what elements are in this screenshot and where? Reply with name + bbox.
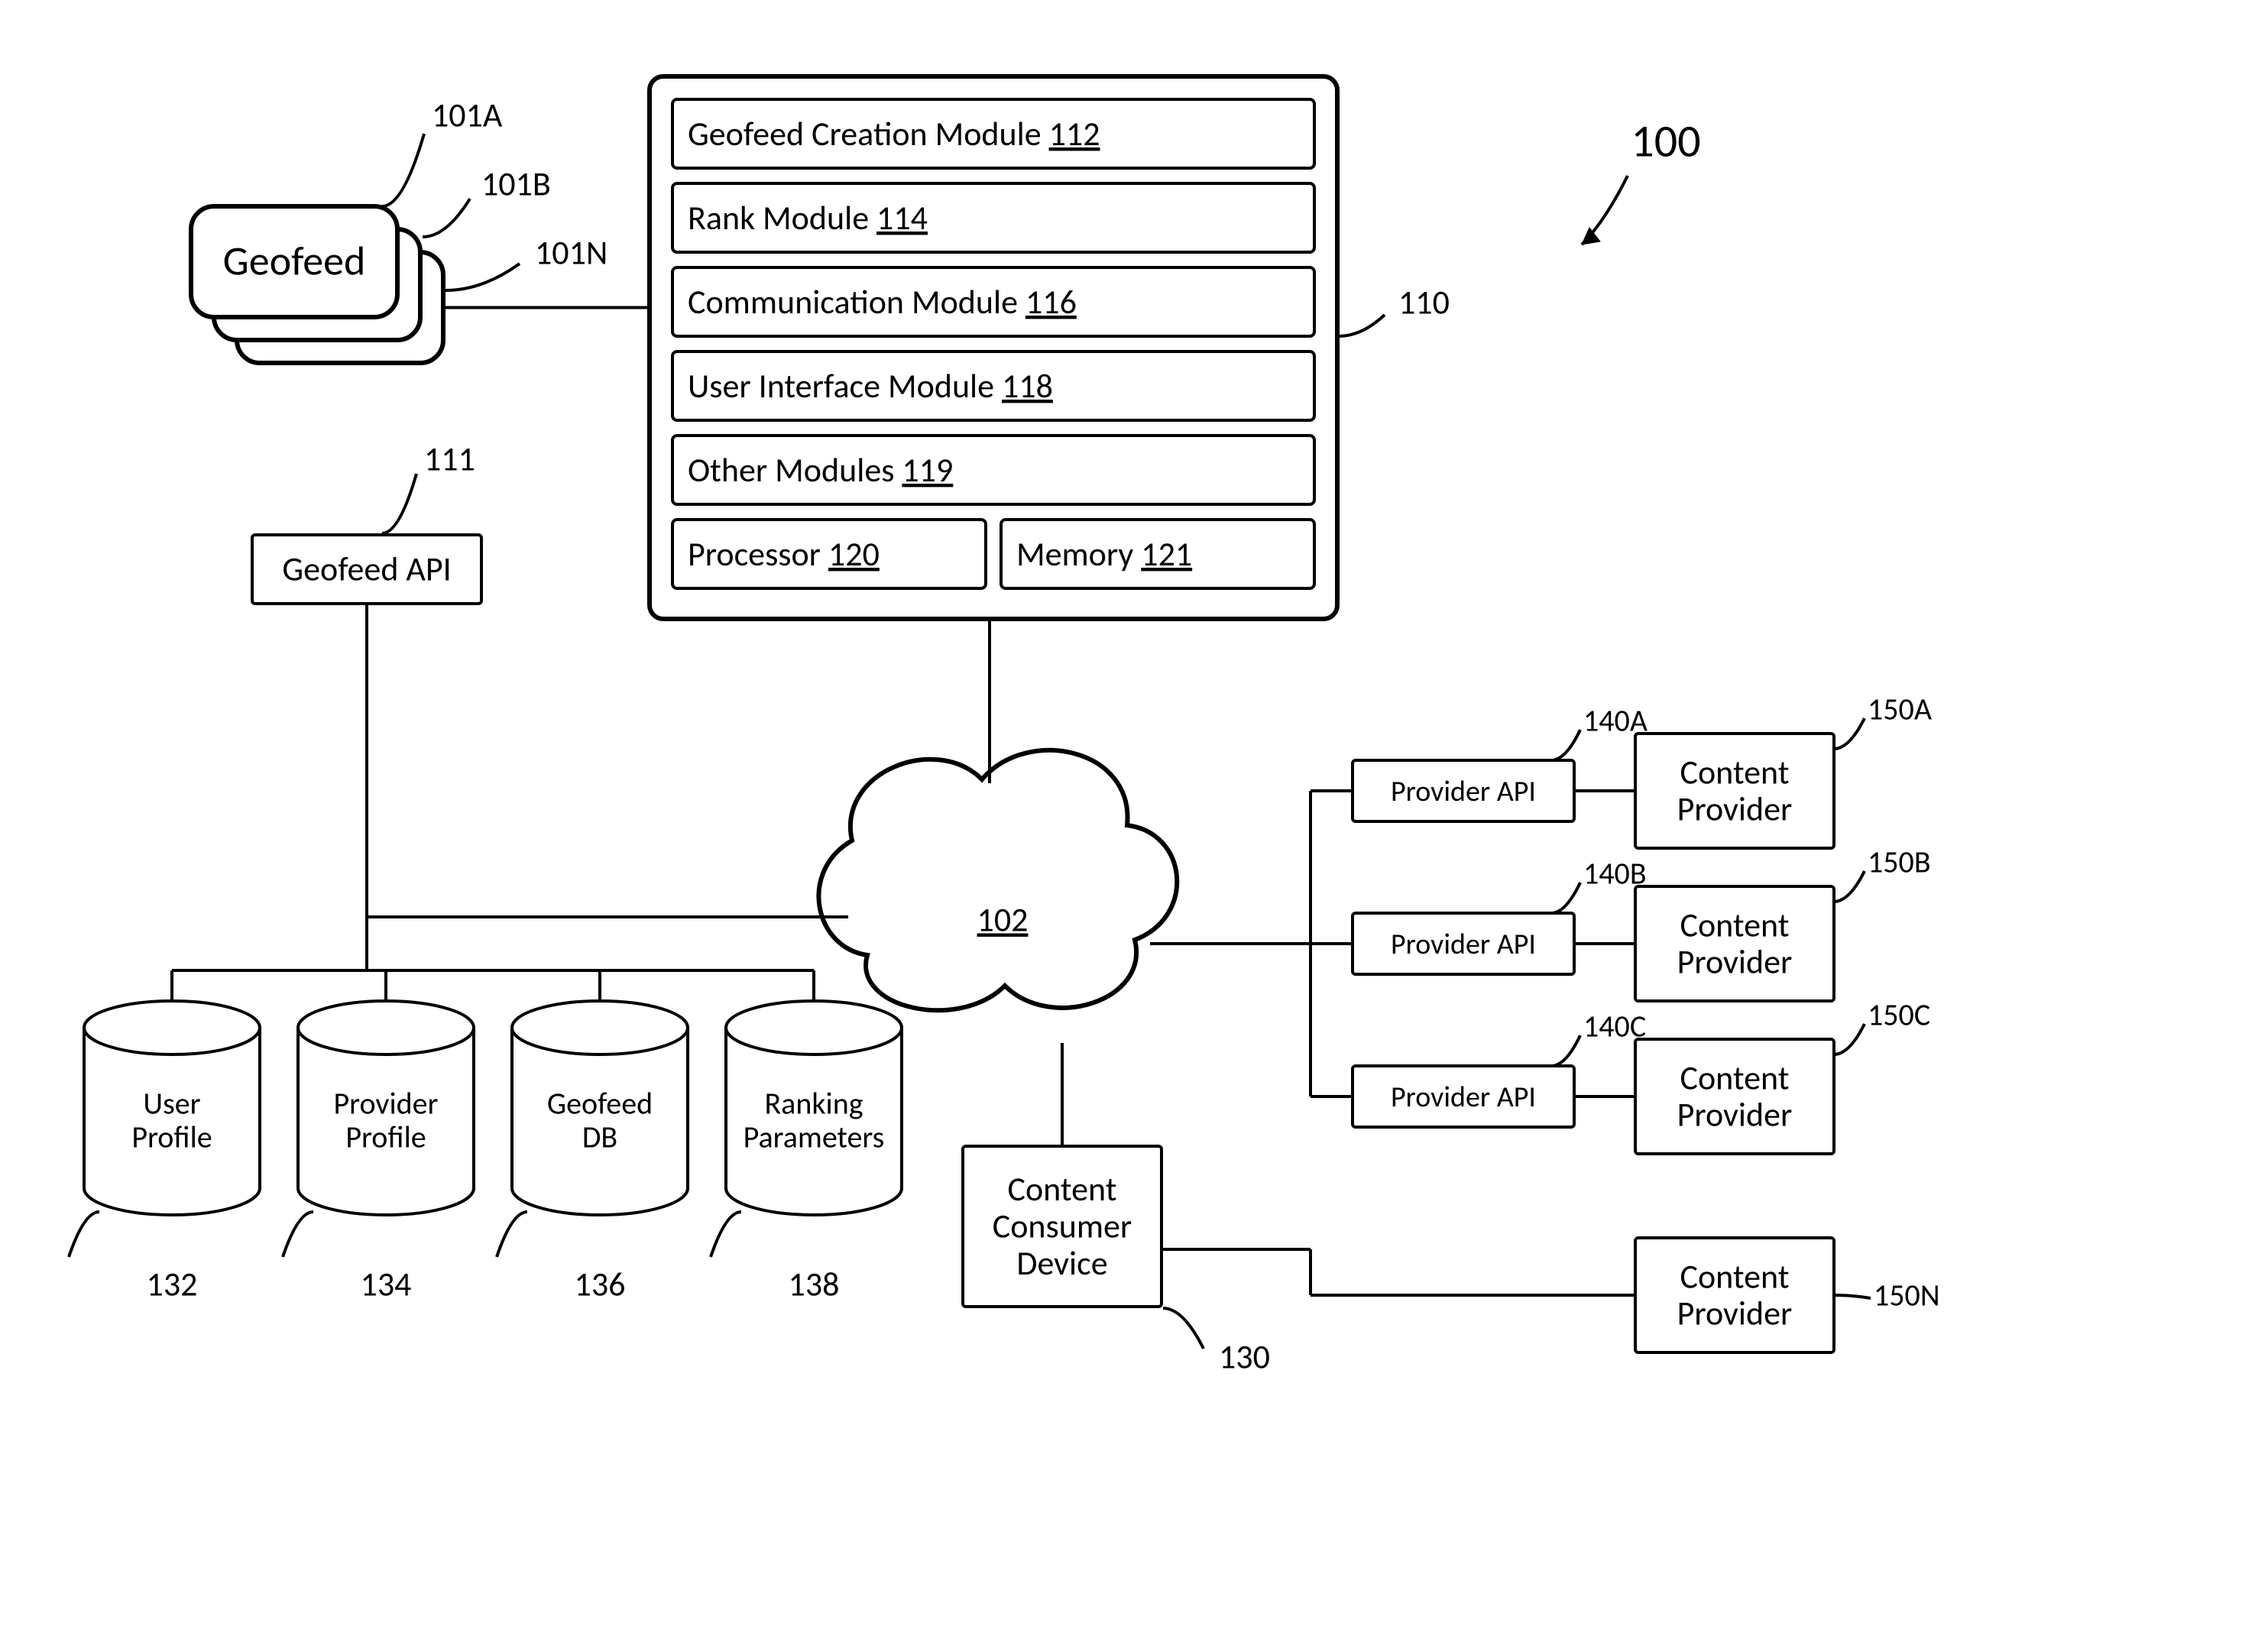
figure-ref: 100	[1582, 113, 1701, 245]
svg-text:150B: 150B	[1868, 844, 1931, 881]
svg-text:150A: 150A	[1868, 691, 1933, 728]
svg-text:Parameters: Parameters	[744, 1119, 885, 1156]
svg-text:138: 138	[789, 1264, 840, 1305]
svg-text:Provider API: Provider API	[1391, 1080, 1536, 1115]
svg-text:Provider: Provider	[1677, 1094, 1793, 1135]
svg-text:136: 136	[575, 1264, 626, 1305]
svg-text:132: 132	[147, 1264, 198, 1305]
svg-text:Content: Content	[1680, 904, 1790, 945]
svg-text:DB: DB	[582, 1119, 617, 1156]
svg-text:User Interface Module 118: User Interface Module 118	[688, 365, 1053, 407]
svg-text:User: User	[143, 1085, 200, 1122]
svg-text:102: 102	[977, 899, 1029, 941]
svg-text:Consumer: Consumer	[993, 1206, 1132, 1247]
svg-text:Provider: Provider	[1677, 789, 1793, 830]
svg-text:100: 100	[1631, 113, 1700, 169]
svg-text:101N: 101N	[535, 232, 608, 274]
svg-text:150N: 150N	[1874, 1277, 1940, 1314]
svg-text:Other Modules 119: Other Modules 119	[688, 449, 953, 491]
svg-text:Profile: Profile	[345, 1119, 426, 1156]
svg-text:Provider: Provider	[1677, 941, 1793, 983]
svg-text:Geofeed API: Geofeed API	[282, 549, 451, 590]
svg-text:Geofeed: Geofeed	[547, 1085, 653, 1122]
svg-text:Geofeed Creation Module 112: Geofeed Creation Module 112	[688, 113, 1100, 154]
svg-text:130: 130	[1219, 1336, 1270, 1378]
svg-text:Memory 121: Memory 121	[1016, 533, 1192, 575]
svg-text:Content: Content	[1680, 751, 1790, 792]
svg-text:Content: Content	[1680, 1057, 1790, 1098]
svg-text:150C: 150C	[1868, 996, 1930, 1034]
svg-text:Communication Module 116: Communication Module 116	[688, 281, 1077, 322]
svg-text:Ranking: Ranking	[764, 1085, 863, 1122]
svg-text:Provider: Provider	[1677, 1293, 1793, 1334]
svg-text:Content: Content	[1680, 1255, 1790, 1297]
svg-text:Rank Module 114: Rank Module 114	[688, 197, 928, 238]
svg-text:134: 134	[361, 1264, 412, 1305]
svg-text:Content: Content	[1008, 1168, 1117, 1210]
svg-text:Provider API: Provider API	[1391, 774, 1536, 809]
svg-text:101A: 101A	[432, 95, 503, 136]
svg-text:101B: 101B	[481, 164, 551, 205]
svg-text:Geofeed: Geofeed	[223, 235, 366, 286]
system-diagram: 100 Geofeed 101A 101B 101N Geofeed Creation M…	[0, 0, 2268, 1652]
svg-text:Processor 120: Processor 120	[688, 533, 880, 575]
svg-text:Profile: Profile	[131, 1119, 212, 1156]
network-cloud	[818, 750, 1177, 1010]
svg-text:111: 111	[424, 439, 475, 480]
svg-text:Provider API: Provider API	[1391, 927, 1536, 962]
svg-text:Device: Device	[1016, 1242, 1107, 1284]
svg-text:Provider: Provider	[334, 1085, 439, 1122]
svg-text:110: 110	[1398, 282, 1450, 323]
